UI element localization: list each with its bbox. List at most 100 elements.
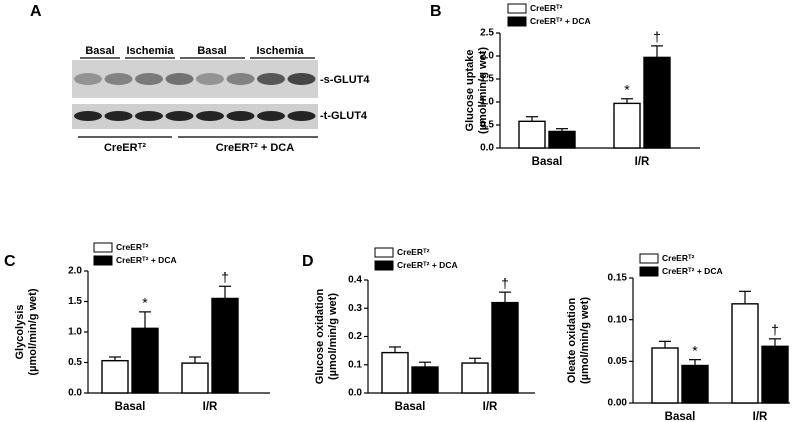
blot-band (257, 73, 285, 85)
band-label: -s-GLUT4 (320, 74, 370, 86)
y-tick-label: 0.5 (480, 120, 494, 131)
y-tick-label: 0.1 (348, 359, 362, 370)
y-tick-label: 1.0 (480, 97, 494, 108)
significance-marker: * (624, 81, 630, 97)
legend-swatch (639, 266, 659, 277)
y-axis-label: Glucose oxidation (314, 289, 326, 385)
x-tick-label: I/R (483, 401, 498, 413)
significance-marker: * (142, 295, 148, 311)
blot-band (135, 73, 163, 85)
legend-swatch (374, 260, 394, 271)
bar (681, 364, 709, 404)
bar (761, 345, 789, 404)
bar (643, 56, 671, 149)
blot-band (287, 73, 316, 85)
blot-band (287, 111, 316, 121)
y-tick-label: 0.2 (348, 331, 362, 342)
blot-band (104, 111, 133, 121)
y-tick-label: 0.15 (608, 273, 628, 284)
y-tick-label: 0.0 (480, 143, 494, 154)
y-tick-label: 0.0 (348, 388, 362, 399)
significance-marker: † (501, 275, 509, 291)
x-tick-label: Basal (115, 401, 146, 413)
y-tick-label: 0.5 (68, 357, 82, 368)
blot-band (226, 73, 255, 85)
legend-label: CreERᵀ² (662, 253, 695, 263)
x-tick-label: Basal (532, 156, 563, 168)
bar (518, 120, 546, 149)
y-tick-label: 2.5 (480, 28, 494, 39)
significance-marker: † (653, 29, 661, 45)
x-tick-label: I/R (753, 411, 768, 422)
legend-label: CreERᵀ² (530, 3, 563, 13)
y-tick-label: 0.3 (348, 303, 362, 314)
y-axis-label: Glycolysis (14, 304, 26, 359)
y-tick-label: 0.00 (608, 398, 628, 409)
band-label: -t-GLUT4 (320, 110, 368, 122)
blot-band (74, 73, 102, 85)
bar (461, 362, 489, 394)
bar (101, 359, 129, 394)
significance-marker: * (692, 342, 698, 358)
bar (613, 102, 641, 149)
panel-label: B (430, 3, 442, 20)
legend-label: CreERᵀ² (116, 242, 149, 252)
y-axis-label: Glucose uptake (464, 50, 476, 132)
y-tick-label: 1.0 (68, 327, 82, 338)
y-axis-label: (µmol/min/g wet) (477, 47, 489, 134)
x-tick-label: Basal (395, 401, 426, 413)
panel-label: A (30, 3, 42, 20)
y-axis-label: Oleate oxidation (566, 297, 578, 383)
blot-band (196, 111, 224, 121)
bar (651, 347, 679, 404)
chart: Oleate oxidation (µmol/min/g wet) 0.00 0.05… (566, 253, 790, 422)
x-tick-label: Basal (665, 411, 696, 422)
bar (211, 297, 239, 394)
y-tick-label: 0.0 (68, 388, 82, 399)
blot-band (74, 111, 102, 121)
blot-band (165, 111, 194, 121)
panel-label: D (302, 253, 314, 270)
legend-swatch (93, 255, 113, 266)
bar (131, 327, 159, 394)
lane-label: Ischemia (126, 45, 174, 57)
blot-band (104, 73, 133, 85)
chart: D Glucose oxidation (µmol/min/g wet) 0.0 0.1… (302, 247, 535, 413)
blot-band (165, 73, 194, 85)
y-axis-label: (µmol/min/g wet) (579, 297, 591, 384)
legend-swatch (507, 3, 527, 14)
group-label: CreERᵀ² + DCA (216, 142, 294, 154)
legend-swatch (639, 253, 659, 264)
western-blot: Basal Ischemia Basal Ischemia -s-GLUT4 -t-GLU… (72, 45, 370, 154)
y-tick-label: 0.10 (608, 314, 628, 325)
lane-label: Ischemia (256, 45, 304, 57)
bar (181, 362, 209, 394)
y-tick-label: 2.0 (480, 51, 494, 62)
group-label: CreERᵀ² (104, 142, 146, 154)
y-tick-label: 0.4 (348, 275, 362, 286)
legend-swatch (93, 242, 113, 253)
lane-label: Basal (85, 45, 114, 57)
x-tick-label: I/R (635, 156, 650, 168)
panel-label: C (4, 253, 16, 270)
y-axis-label: (µmol/min/g wet) (27, 288, 39, 375)
legend-swatch (507, 16, 527, 27)
blot-band (135, 111, 163, 121)
legend-label: CreERᵀ² (397, 247, 430, 257)
y-tick-label: 1.5 (480, 74, 494, 85)
y-tick-label: 0.05 (608, 356, 628, 367)
chart: C Glycolysis (µmol/min/g wet) 0.0 0.5 1.0 1.5 2… (4, 242, 270, 413)
significance-marker: † (221, 269, 229, 285)
bar (411, 366, 439, 394)
y-tick-label: 1.5 (68, 296, 82, 307)
legend-label: CreERᵀ² + DCA (530, 16, 591, 26)
chart: B Glucose uptake (µmol/min/g wet) 0.0 0.5 1.0… (430, 3, 700, 168)
significance-marker: † (771, 322, 779, 338)
blot-band (196, 73, 224, 85)
x-tick-label: I/R (203, 401, 218, 413)
legend-swatch (374, 247, 394, 258)
y-tick-label: 2.0 (68, 266, 82, 277)
bar (491, 301, 519, 394)
blot-band (257, 111, 285, 121)
